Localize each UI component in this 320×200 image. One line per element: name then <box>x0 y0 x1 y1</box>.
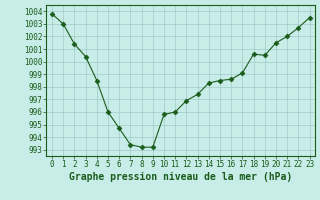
X-axis label: Graphe pression niveau de la mer (hPa): Graphe pression niveau de la mer (hPa) <box>69 172 292 182</box>
